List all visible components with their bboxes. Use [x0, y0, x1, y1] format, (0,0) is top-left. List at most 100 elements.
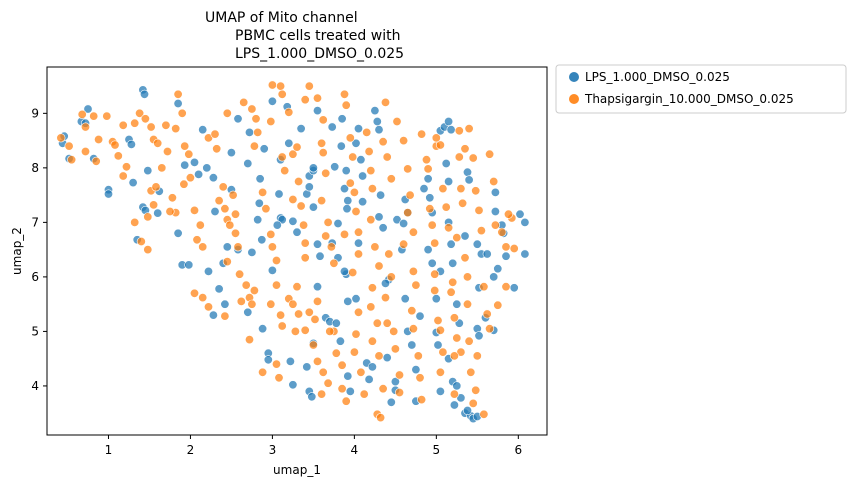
point-series-0-143: [435, 386, 445, 396]
point-series-1-50: [210, 129, 220, 139]
point-series-1-165: [378, 137, 388, 147]
point-series-0-131: [411, 365, 421, 375]
point-series-1-189: [417, 129, 427, 139]
point-series-1-100: [288, 195, 298, 205]
point-series-1-167: [386, 174, 396, 184]
point-series-1-113: [318, 367, 328, 377]
point-series-0-19: [143, 166, 153, 176]
legend-label-lps: LPS_1.000_DMSO_0.025: [585, 70, 730, 84]
point-series-1-247: [399, 239, 409, 249]
point-series-1-81: [266, 299, 276, 309]
point-series-1-93: [277, 89, 287, 99]
point-series-1-233: [482, 309, 492, 319]
point-series-1-234: [485, 324, 495, 334]
point-series-1-71: [247, 104, 257, 114]
y-tick-label-1: 5: [31, 324, 39, 338]
point-series-1-208: [446, 287, 456, 297]
point-series-1-222: [466, 367, 476, 377]
point-series-1-220: [462, 299, 472, 309]
point-series-1-176: [392, 117, 402, 127]
point-series-1-6: [91, 156, 101, 166]
point-series-0-147: [444, 177, 454, 187]
point-series-1-191: [423, 164, 433, 174]
point-series-1-136: [345, 133, 355, 143]
point-series-1-103: [300, 253, 310, 263]
point-series-1-16: [130, 118, 140, 128]
point-series-1-145: [351, 329, 361, 339]
point-series-1-37: [177, 108, 187, 118]
point-series-1-54: [220, 204, 230, 214]
point-series-1-214: [454, 126, 464, 136]
point-series-1-197: [433, 315, 443, 325]
point-series-1-40: [179, 179, 189, 189]
point-series-1-43: [192, 235, 202, 245]
point-series-0-116: [378, 223, 388, 233]
point-series-0-121: [390, 377, 400, 387]
point-series-0-175: [462, 405, 472, 415]
point-series-1-18: [140, 114, 150, 124]
point-series-1-92: [276, 81, 286, 91]
point-series-0-33: [214, 284, 224, 294]
point-series-1-98: [294, 177, 304, 187]
point-series-1-143: [348, 267, 358, 277]
point-series-0-10: [126, 139, 136, 149]
point-series-0-97: [331, 318, 341, 328]
point-series-1-77: [266, 229, 276, 239]
point-series-1-171: [382, 318, 392, 328]
point-series-1-95: [288, 149, 298, 159]
point-series-1-163: [376, 413, 386, 423]
point-series-0-48: [243, 307, 253, 317]
point-series-0-87: [341, 166, 351, 176]
point-series-0-118: [380, 278, 390, 288]
point-series-1-186: [413, 351, 423, 361]
point-series-1-228: [468, 153, 478, 163]
legend-marker-lps: [569, 72, 579, 82]
point-series-1-232: [479, 282, 489, 292]
point-series-0-47: [247, 247, 257, 257]
point-series-1-4: [81, 122, 91, 132]
point-series-0-96: [343, 296, 353, 306]
point-series-1-237: [490, 220, 500, 230]
point-series-1-27: [146, 122, 156, 132]
point-series-1-74: [249, 141, 259, 151]
point-series-0-128: [400, 294, 410, 304]
point-series-1-89: [245, 335, 255, 345]
point-series-1-114: [317, 389, 327, 399]
point-series-1-119: [318, 115, 328, 125]
point-series-0-140: [431, 294, 441, 304]
scatter-points: [56, 80, 530, 424]
point-series-1-30: [163, 147, 173, 157]
point-series-1-69: [220, 311, 230, 321]
point-series-1-45: [198, 242, 208, 252]
point-series-1-0: [56, 133, 66, 143]
point-series-1-41: [185, 173, 195, 183]
point-series-1-133: [341, 396, 351, 406]
point-series-1-64: [236, 296, 246, 306]
point-series-1-65: [241, 280, 251, 290]
point-series-0-53: [272, 220, 282, 230]
point-series-0-11: [128, 178, 138, 188]
point-series-1-47: [198, 293, 208, 303]
point-series-1-122: [321, 168, 331, 178]
point-series-1-112: [312, 356, 322, 366]
point-series-1-205: [441, 202, 451, 212]
point-series-1-107: [300, 325, 310, 335]
point-series-0-89: [343, 196, 353, 206]
point-series-0-59: [284, 138, 294, 148]
point-series-1-134: [339, 89, 349, 99]
point-series-0-80: [312, 282, 322, 292]
point-series-0-155: [452, 381, 462, 391]
point-series-1-88: [258, 367, 268, 377]
x-tick-label-0: 1: [105, 443, 113, 457]
point-series-0-42: [259, 144, 269, 154]
point-series-0-163: [472, 239, 482, 249]
point-series-0-101: [353, 124, 363, 134]
point-series-1-224: [468, 398, 478, 408]
x-tick-label-3: 4: [351, 443, 359, 457]
plot-area-frame: [46, 66, 548, 436]
point-series-1-68: [249, 285, 259, 295]
point-series-1-34: [165, 207, 175, 217]
point-series-0-40: [233, 114, 243, 124]
point-series-0-77: [302, 362, 312, 372]
point-series-1-53: [218, 182, 228, 192]
